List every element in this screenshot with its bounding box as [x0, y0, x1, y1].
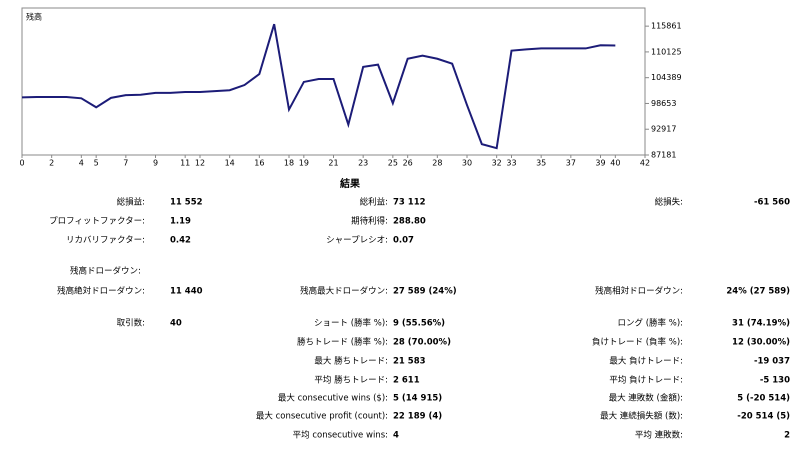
x-tick-label: 32 [492, 159, 502, 168]
result-label: 平均 負けトレード: [609, 375, 683, 386]
chart-title: 残高 [26, 12, 42, 22]
result-value: 2 [784, 431, 790, 441]
y-tick-label: 104389 [651, 73, 682, 82]
x-tick-label: 16 [254, 159, 264, 168]
result-label: ロング (勝率 %): [618, 318, 683, 329]
result-value: 27 589 (24%) [393, 287, 457, 297]
x-tick-label: 33 [506, 159, 516, 168]
result-label: 残高絶対ドローダウン: [57, 286, 145, 297]
result-value: 24% (27 589) [726, 287, 790, 297]
result-label: 最大 consecutive wins ($): [278, 393, 388, 404]
result-value: 288.80 [393, 217, 426, 227]
result-value: 22 189 (4) [393, 412, 442, 422]
result-label: 残高ドローダウン: [70, 266, 141, 277]
x-tick-label: 14 [225, 159, 235, 168]
x-tick-label: 4 [79, 159, 84, 168]
results-title: 結果 [340, 177, 361, 190]
result-value: 28 (70.00%) [393, 338, 451, 348]
result-value: 9 (55.56%) [393, 319, 445, 329]
result-label: プロフィットファクター: [49, 217, 145, 227]
result-value: -20 514 (5) [737, 412, 790, 422]
x-tick-label: 23 [358, 159, 368, 168]
x-tick-label: 2 [49, 159, 54, 168]
x-tick-label: 0 [19, 159, 24, 168]
result-value: -19 037 [754, 357, 790, 367]
result-label: ショート (勝率 %): [314, 318, 388, 329]
x-tick-label: 35 [536, 159, 546, 168]
result-label: 総利益: [360, 197, 388, 208]
result-label: 最大 負けトレード: [609, 356, 683, 367]
result-label: 平均 勝ちトレード: [314, 375, 388, 386]
result-value: 11 552 [170, 198, 203, 208]
x-tick-label: 11 [180, 159, 190, 168]
x-tick-label: 28 [432, 159, 442, 168]
result-value: -61 560 [754, 198, 790, 208]
result-label: シャープレシオ: [326, 236, 388, 246]
y-tick-label: 92917 [651, 125, 676, 134]
result-label: 負けトレード (負率 %): [592, 337, 683, 348]
result-value: 2 611 [393, 376, 420, 386]
result-label: 平均 連敗数: [635, 430, 683, 441]
result-value: 73 112 [393, 198, 426, 208]
x-tick-label: 18 [284, 159, 294, 168]
x-tick-label: 39 [595, 159, 605, 168]
result-label: 残高相対ドローダウン: [595, 286, 683, 297]
x-tick-label: 30 [462, 159, 472, 168]
x-tick-label: 25 [388, 159, 398, 168]
result-value: 21 583 [393, 357, 426, 367]
x-tick-label: 5 [94, 159, 99, 168]
result-label: 残高最大ドローダウン: [300, 286, 388, 297]
result-label: 期待利得: [351, 216, 388, 227]
result-value: 5 (-20 514) [737, 394, 790, 404]
result-label: 総損益: [117, 197, 145, 208]
y-tick-label: 110125 [651, 47, 682, 56]
x-tick-label: 21 [328, 159, 338, 168]
result-label: 勝ちトレード (勝率 %): [297, 337, 388, 348]
result-value: 40 [170, 319, 182, 329]
result-value: 0.42 [170, 236, 191, 246]
x-tick-label: 19 [299, 159, 309, 168]
x-tick-label: 26 [403, 159, 413, 168]
x-tick-label: 9 [153, 159, 158, 168]
result-value: 4 [393, 431, 399, 441]
result-label: 最大 連敗数 (金額): [609, 393, 683, 404]
result-value: 1.19 [170, 217, 191, 227]
result-value: 11 440 [170, 287, 203, 297]
result-value: -5 130 [760, 376, 790, 386]
result-value: 5 (14 915) [393, 394, 442, 404]
y-tick-label: 98653 [651, 99, 676, 108]
result-label: 最大 連続損失額 (数): [600, 411, 683, 422]
result-label: リカバリファクター: [66, 236, 145, 246]
result-value: 0.07 [393, 236, 414, 246]
result-value: 31 (74.19%) [732, 319, 790, 329]
result-label: 平均 consecutive wins: [293, 430, 388, 441]
result-label: 取引数: [117, 318, 145, 329]
result-value: 12 (30.00%) [732, 338, 790, 348]
result-label: 最大 consecutive profit (count): [256, 411, 388, 422]
x-tick-label: 37 [566, 159, 576, 168]
result-label: 総損失: [655, 197, 683, 208]
x-tick-label: 12 [195, 159, 205, 168]
result-label: 最大 勝ちトレード: [314, 356, 388, 367]
x-tick-label: 42 [640, 159, 650, 168]
y-tick-label: 87181 [651, 151, 676, 160]
x-tick-label: 40 [610, 159, 620, 168]
y-tick-label: 115861 [651, 22, 682, 31]
balance-line [21, 23, 616, 150]
x-tick-label: 7 [123, 159, 128, 168]
